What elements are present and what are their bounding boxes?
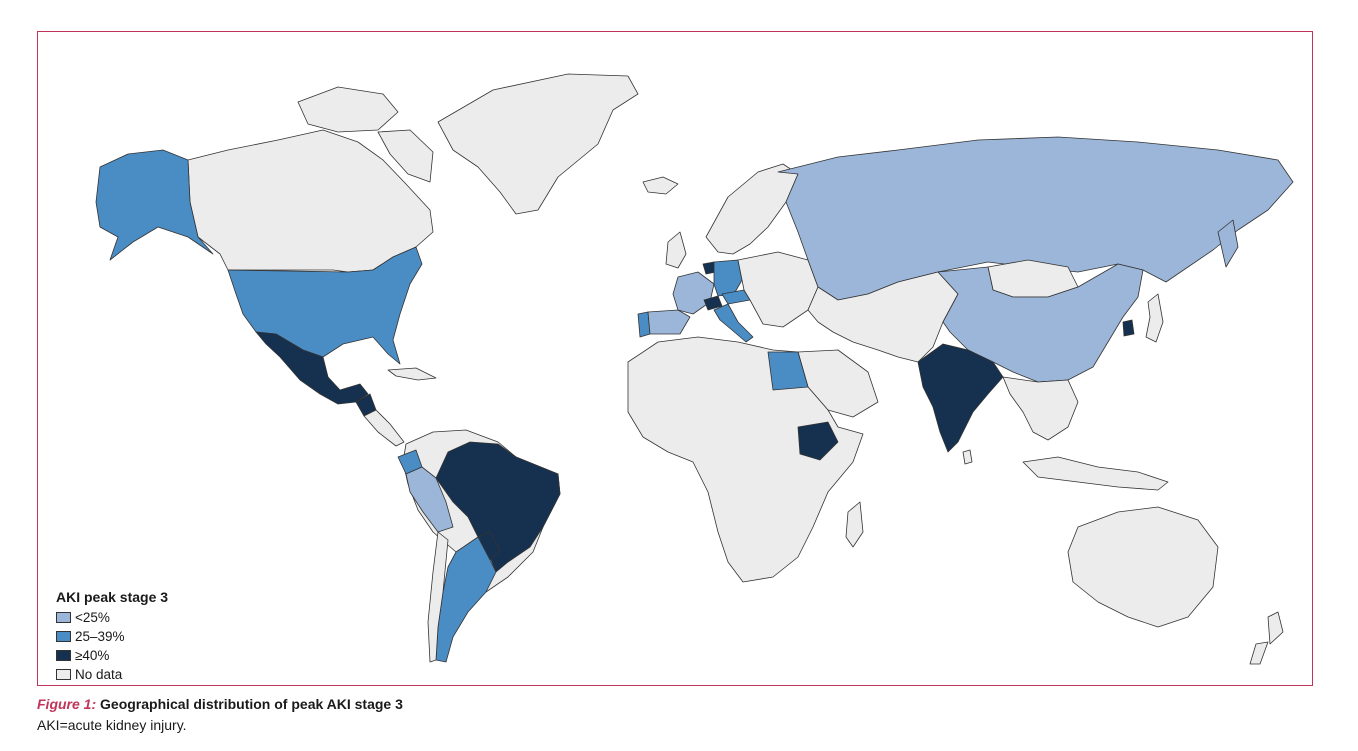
japan bbox=[1145, 293, 1164, 343]
iceland bbox=[642, 176, 679, 195]
baffin-island bbox=[377, 129, 434, 183]
india bbox=[917, 343, 1004, 453]
ethiopia bbox=[797, 421, 839, 461]
egypt bbox=[767, 351, 809, 391]
new-zealand-south bbox=[1249, 641, 1269, 665]
greenland bbox=[437, 73, 639, 215]
southeast-asia bbox=[1002, 376, 1079, 441]
legend-label: 25–39% bbox=[75, 629, 125, 644]
legend-swatch bbox=[56, 612, 71, 623]
figure-caption: Figure 1: Geographical distribution of p… bbox=[37, 694, 403, 736]
alaska bbox=[95, 149, 214, 261]
germany bbox=[713, 259, 743, 297]
sri-lanka bbox=[962, 449, 973, 465]
brazil bbox=[435, 441, 561, 573]
south-korea bbox=[1122, 319, 1135, 337]
figure-note: AKI=acute kidney injury. bbox=[37, 717, 187, 733]
central-asia bbox=[807, 271, 959, 363]
legend-swatch bbox=[56, 631, 71, 642]
australia bbox=[1067, 506, 1219, 628]
kamchatka bbox=[1217, 219, 1239, 268]
legend-label: <25% bbox=[75, 610, 110, 625]
mexico bbox=[255, 331, 369, 405]
legend-item: <25% bbox=[56, 608, 168, 627]
italy bbox=[713, 303, 754, 343]
legend-label: No data bbox=[75, 667, 123, 682]
switzerland bbox=[703, 295, 723, 311]
legend-title: AKI peak stage 3 bbox=[56, 589, 169, 605]
cuba bbox=[387, 367, 437, 381]
legend: AKI peak stage 3 <25% 25–39% ≥40% No dat… bbox=[56, 588, 168, 684]
central-america bbox=[363, 409, 405, 447]
figure-title: Geographical distribution of peak AKI st… bbox=[100, 696, 403, 712]
china bbox=[937, 263, 1144, 383]
spain bbox=[647, 309, 691, 335]
legend-item: 25–39% bbox=[56, 627, 168, 646]
map-frame: AKI peak stage 3 <25% 25–39% ≥40% No dat… bbox=[37, 31, 1313, 686]
uk bbox=[665, 231, 687, 269]
indonesia bbox=[1022, 456, 1169, 491]
arctic-islands bbox=[297, 86, 399, 133]
peru bbox=[405, 466, 454, 533]
france bbox=[672, 271, 715, 315]
legend-item: No data bbox=[56, 665, 168, 684]
new-zealand bbox=[1267, 611, 1284, 645]
madagascar bbox=[845, 501, 864, 548]
figure-label: Figure 1: bbox=[37, 696, 97, 712]
world-map bbox=[95, 73, 1294, 665]
legend-swatch bbox=[56, 650, 71, 661]
africa bbox=[627, 336, 864, 583]
legend-swatch bbox=[56, 669, 71, 680]
scandinavia bbox=[705, 163, 799, 255]
legend-item: ≥40% bbox=[56, 646, 168, 665]
eastern-europe bbox=[737, 251, 819, 328]
chile bbox=[427, 531, 449, 663]
legend-label: ≥40% bbox=[75, 648, 110, 663]
